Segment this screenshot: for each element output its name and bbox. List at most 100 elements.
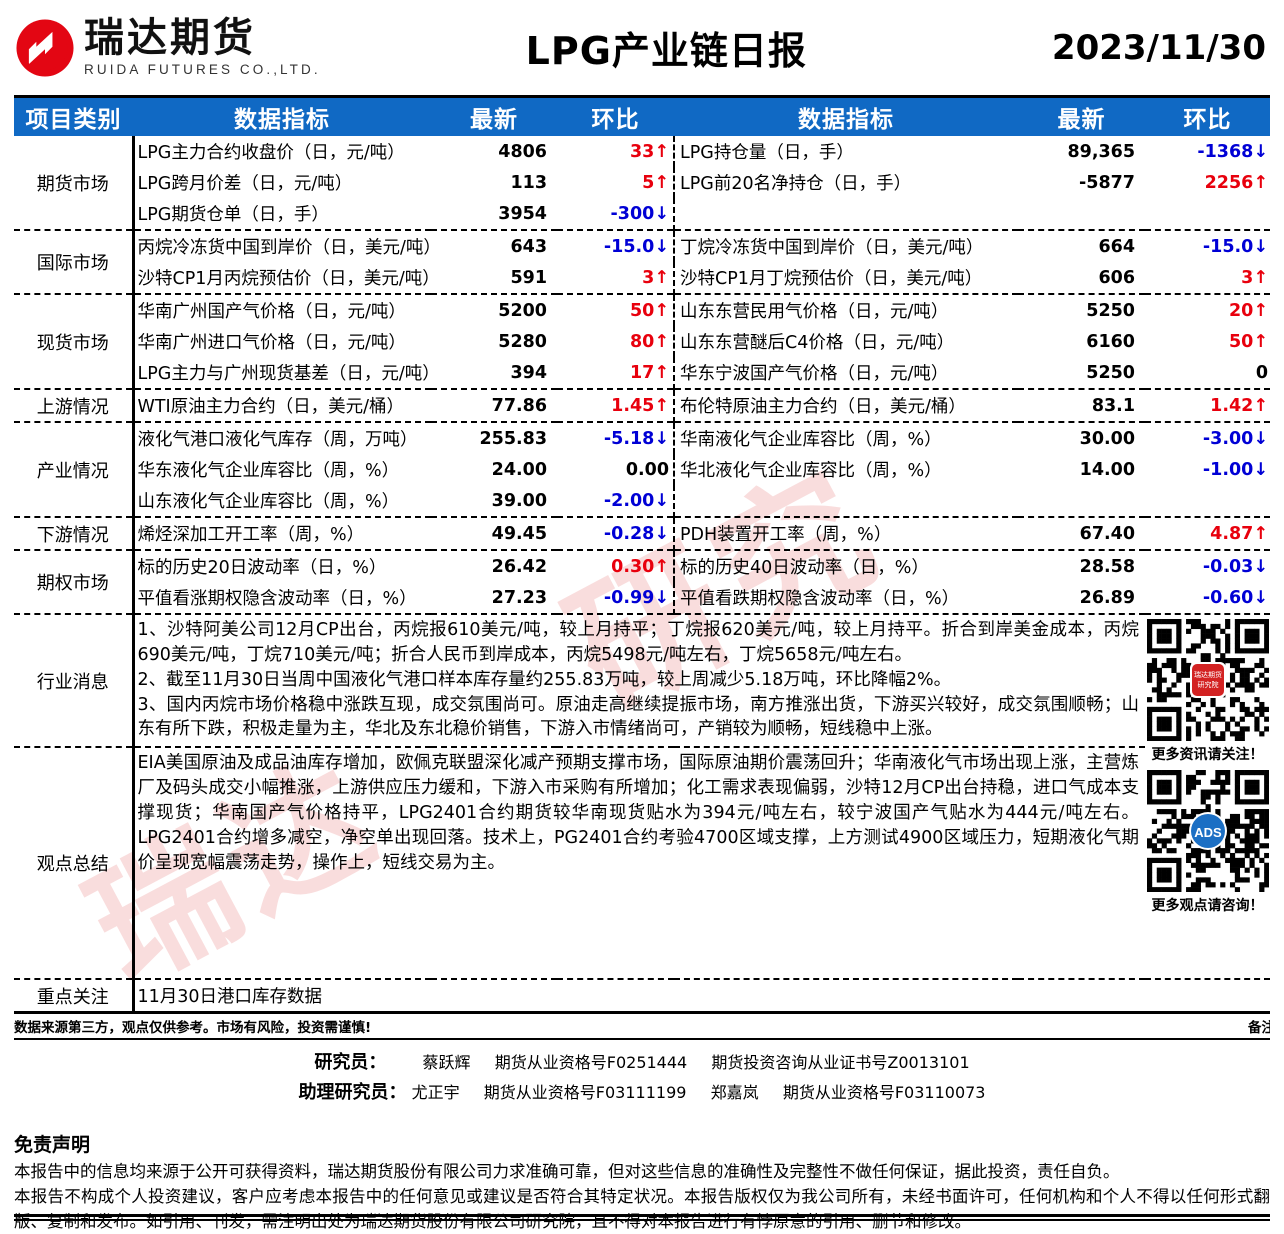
indicator-name-left: 丙烷冷冻货中国到岸价（日，美元/吨）: [133, 229, 431, 262]
indicator-change-right: 3↑: [1241, 267, 1268, 288]
col-header-change-left: 环比: [557, 96, 674, 136]
focus-row: 重点关注 11月30日港口库存数据: [14, 978, 1270, 1012]
table-row: 平值看涨期权隐含波动率（日，%） 27.23 -0.99↓ 平值看跌期权隐含波动率（日…: [14, 582, 1270, 614]
indicator-change-left: -0.99↓: [557, 582, 675, 614]
indicator-change-left: -300↓: [557, 198, 675, 230]
indicator-name-right: PDH装置开工率（周，%）: [674, 516, 1018, 550]
company-logo: 瑞达期货 RUIDA FUTURES CO.,LTD.: [14, 17, 321, 79]
indicator-change-left: 50↑: [557, 293, 675, 326]
indicator-value-right: 26.89: [1079, 587, 1135, 608]
indicator-name-right: 沙特CP1月丁烷预估价（日，美元/吨）: [680, 269, 983, 289]
indicator-change-right: -1368↓: [1197, 141, 1268, 162]
researcher-block: 研究员： 蔡跃辉 期货从业资格号F0251444 期货投资咨询从业证书号Z001…: [0, 1048, 1284, 1104]
indicator-change-right: 1.42↑: [1145, 388, 1270, 422]
indicator-change-right: 2256↑: [1204, 172, 1268, 193]
indicator-name-right: 华南液化气企业库容比（周，%）: [674, 421, 1018, 454]
row-category: 产业情况: [14, 421, 135, 517]
table-row: 期货市场 LPG主力合约收盘价（日，元/吨） 4806 33↑ LPG持仓量（日，手） 8…: [14, 136, 1270, 230]
indicator-value-right: 28.58: [1018, 549, 1145, 582]
indicator-change-right: 50↑: [1228, 331, 1268, 352]
indicator-name-right: [674, 485, 1018, 517]
page-title: LPG产业链日报: [525, 29, 807, 73]
summary-row: 观点总结 EIA美国原油及成品油库存增加，欧佩克联盟深化减产预期支撑市场，国际原油…: [14, 746, 1270, 980]
industry-news-label: 行业消息: [14, 612, 135, 748]
indicator-change-right: [1145, 485, 1270, 517]
table-row: 国际市场 丙烷冷冻货中国到岸价（日，美元/吨） 643 -15.0↓ 丁烷冷冻货中国到岸…: [14, 229, 1270, 294]
table-row: 现货市场 华南广州国产气价格（日，元/吨） 5200 50↑ 山东东营民用气价格（日，元…: [14, 293, 1270, 389]
indicator-change-right: 0: [1255, 362, 1268, 383]
indicator-value-left: 113: [510, 172, 547, 193]
indicator-value-right: 664: [1018, 229, 1145, 262]
col-header-latest-left: 最新: [431, 96, 557, 136]
indicator-value-right: 6160: [1086, 331, 1135, 352]
indicator-change-left: -15.0↓: [557, 229, 675, 262]
indicator-change-left: 17↑: [557, 357, 675, 389]
qr-caption-bottom: 更多观点请咨询！: [1151, 898, 1264, 914]
indicator-value-left: 4806: [498, 141, 547, 162]
qr-code-ads-icon[interactable]: ADS: [1147, 770, 1269, 892]
indicator-change-left: 80↑: [557, 326, 675, 357]
col-header-change-right: 环比: [1145, 96, 1270, 136]
researcher-cert-1: 期货从业资格号F0251444: [494, 1053, 688, 1073]
indicator-name-right: 华东宁波国产气价格（日，元/吨）: [680, 364, 949, 384]
indicator-value-left: 591: [510, 267, 547, 288]
source-note-bar: 数据来源第三方，观点仅供参考。市场有风险，投资需谨慎! 备注: [14, 1011, 1270, 1041]
indicator-change-left: 3↑: [557, 262, 675, 294]
indicator-value-right: 606: [1098, 267, 1135, 288]
indicator-change-left: 5↑: [557, 167, 675, 198]
assistant-row: 助理研究员： 尤正宇 期货从业资格号F03111199 郑嘉岚 期货从业资格号F…: [0, 1078, 1284, 1104]
indicator-value-right: 67.40: [1018, 516, 1145, 550]
indicator-value-right: 5250: [1018, 293, 1145, 326]
table-row: 上游情况 WTI原油主力合约（日，美元/桶） 77.86 1.45↑ 布伦特原油主力合约…: [14, 388, 1270, 422]
news-line: 1、沙特阿美公司12月CP出台，丙烷报610美元/吨，较上月持平；丁烷报620美…: [137, 620, 1140, 665]
company-name-cn: 瑞达期货: [84, 15, 256, 62]
qr-panel: 瑞达期货 研究院更多资讯请关注！ ADS 更多观点请咨询！: [1145, 612, 1270, 980]
indicator-value-left: 3954: [498, 203, 547, 224]
indicator-name-left: 山东液化气企业库容比（周，%）: [137, 492, 400, 512]
table-row: LPG主力与广州现货基差（日，元/吨） 394 17↑ 华东宁波国产气价格（日，元/吨…: [14, 357, 1270, 389]
qr-caption-top: 更多资讯请关注！: [1151, 747, 1264, 763]
news-line: 3、国内丙烷市场价格稳中涨跌互现，成交氛围尚可。原油走高继续提振市场，南方推涨出…: [137, 694, 1140, 740]
indicator-name-left: 液化气港口液化气库存（周，万吨）: [133, 421, 431, 454]
indicator-name-right: LPG持仓量（日，手）: [680, 143, 854, 163]
indicator-value-left: 27.23: [491, 587, 547, 608]
svg-text:瑞达期货: 瑞达期货: [1194, 670, 1222, 679]
researcher-row: 研究员： 蔡跃辉 期货从业资格号F0251444 期货投资咨询从业证书号Z001…: [0, 1048, 1284, 1074]
note-label: 备注: [1248, 1020, 1270, 1037]
indicator-value-left: 49.45: [431, 516, 557, 550]
col-header-indicator-left: 数据指标: [133, 96, 431, 136]
indicator-change-right: 4.87↑: [1145, 516, 1270, 550]
indicator-value-left: 5280: [498, 331, 547, 352]
researcher-cert-2: 期货投资咨询从业证书号Z0013101: [711, 1053, 970, 1073]
indicator-name-left: LPG主力与广州现货基差（日，元/吨）: [137, 364, 432, 384]
indicator-name-right: 标的历史40日波动率（日，%）: [674, 549, 1018, 582]
indicator-change-left: 0.30↑: [557, 549, 675, 582]
indicator-value-left: 394: [510, 362, 547, 383]
indicator-change-left: 33↑: [557, 136, 675, 167]
indicator-change-right: -0.60↓: [1202, 587, 1268, 608]
indicator-name-left: 华南广州国产气价格（日，元/吨）: [133, 293, 431, 326]
report-sheet: 项目类别 数据指标 最新 环比 数据指标 最新 环比 期货市场 LPG主力合约收盘…: [0, 95, 1284, 1012]
table-row: LPG期货仓单（日，手） 3954 -300↓: [14, 198, 1270, 230]
bottom-rule: [14, 1214, 1270, 1221]
indicator-change-right: -3.00↓: [1145, 421, 1270, 454]
indicator-name-left: 华东液化气企业库容比（周，%）: [137, 461, 400, 481]
assistant-2-name: 郑嘉岚: [710, 1083, 759, 1103]
page-header: 瑞达期货 RUIDA FUTURES CO.,LTD. LPG产业链日报 202…: [0, 0, 1284, 95]
indicator-name-left: 华南广州进口气价格（日，元/吨）: [137, 333, 406, 353]
indicator-name-right: 山东东营醚后C4价格（日，元/吨）: [680, 333, 955, 353]
assistant-label: 助理研究员：: [298, 1082, 407, 1104]
col-header-category: 项目类别: [14, 96, 133, 136]
indicator-change-left: -5.18↓: [557, 421, 675, 454]
table-row: 华东液化气企业库容比（周，%） 24.00 0.00 华北液化气企业库容比（周，%） 1…: [14, 454, 1270, 485]
indicator-value-right: [1018, 485, 1145, 517]
summary-text: EIA美国原油及成品油库存增加，欧佩克联盟深化减产预期支撑市场，国际原油期价震荡…: [133, 746, 1145, 980]
indicator-name-right: 山东东营民用气价格（日，元/吨）: [674, 293, 1018, 326]
indicator-value-left: 643: [431, 229, 557, 262]
indicator-name-right: 布伦特原油主力合约（日，美元/桶）: [674, 388, 1018, 422]
indicator-name-right: [674, 198, 1018, 230]
indicator-change-right: -15.0↓: [1145, 229, 1270, 262]
row-category: 国际市场: [14, 229, 135, 294]
indicator-value-right: -5877: [1079, 172, 1135, 193]
